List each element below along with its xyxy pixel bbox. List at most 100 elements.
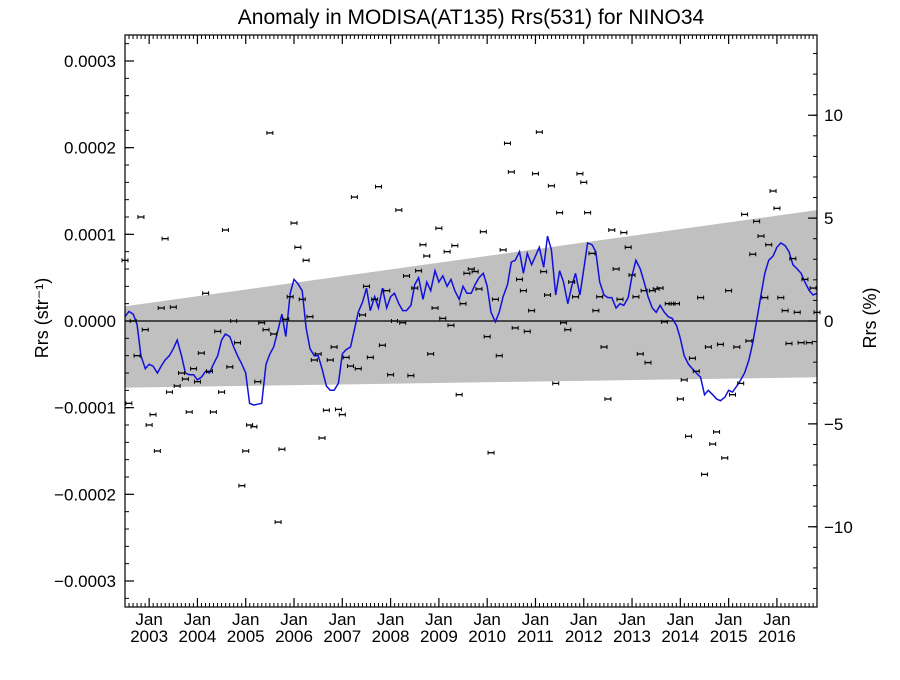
error-bar-point [716, 342, 724, 347]
error-bar-point [741, 212, 749, 217]
error-bar-point [700, 472, 708, 477]
error-bar-point [197, 351, 205, 356]
x-year-label: 2012 [565, 627, 603, 646]
x-year-label: 2011 [517, 627, 554, 646]
error-bar-point [274, 520, 282, 525]
error-bar-point [185, 410, 193, 414]
error-bar-point [785, 341, 793, 346]
error-bar-point [479, 229, 487, 234]
error-bar-point [302, 258, 310, 263]
error-bar-point [572, 294, 580, 299]
error-bar-point [218, 390, 226, 395]
error-bar-point [399, 320, 407, 325]
error-bar-point [286, 294, 294, 299]
x-year-label: 2016 [758, 627, 796, 646]
left-axis-label: Rrs (str⁻¹) [32, 278, 52, 358]
x-month-label: Jan [522, 610, 549, 629]
error-bar-point [254, 379, 262, 384]
right-axis-label: Rrs (%) [860, 288, 880, 349]
error-bar-point [547, 183, 555, 188]
error-bar-point [226, 364, 234, 369]
error-bar-point [354, 366, 362, 371]
error-bar-point [435, 226, 443, 231]
error-bar-point [616, 297, 624, 302]
error-bar-point [157, 306, 165, 310]
uncertainty-band [125, 210, 817, 388]
right-tick-label: −5 [824, 415, 843, 434]
error-bar-point [656, 286, 664, 291]
error-bar-point [439, 316, 447, 321]
error-bar-point [709, 442, 717, 447]
error-bar-point [511, 325, 519, 330]
error-bar-point [455, 392, 463, 397]
x-month-label: Jan [280, 610, 307, 629]
error-bar-point [133, 353, 141, 358]
error-bar-point [443, 249, 451, 254]
error-bar-point [318, 436, 326, 440]
error-bar-point [544, 293, 552, 297]
error-bar-point [588, 251, 596, 256]
error-bar-point [713, 429, 721, 434]
error-bar-point [761, 295, 769, 300]
error-bar-point [805, 340, 813, 345]
error-bar-point [427, 351, 435, 356]
x-year-label: 2003 [130, 627, 168, 646]
error-bar-point [540, 269, 548, 274]
error-bar-point [564, 327, 572, 332]
monthly-anomaly-points [121, 130, 821, 525]
error-bar-point [580, 180, 588, 185]
error-bar-point [660, 319, 668, 324]
error-bar-point [419, 242, 427, 247]
x-month-label: Jan [135, 610, 162, 629]
x-month-label: Jan [667, 610, 694, 629]
error-bar-point [463, 271, 471, 276]
error-bar-point [697, 295, 705, 300]
error-bar-point [624, 245, 632, 250]
error-bar-point [680, 377, 688, 382]
error-bar-point [153, 449, 161, 453]
error-bar-point [310, 358, 318, 362]
error-bar-point [190, 366, 198, 371]
error-bar-point [531, 171, 539, 176]
error-bar-point [282, 317, 290, 322]
error-bar-point [338, 412, 346, 417]
error-bar-point [596, 294, 604, 299]
error-bar-point [395, 208, 403, 213]
left-tick-label: −0.0003 [54, 572, 116, 591]
right-tick-label: 10 [824, 106, 843, 125]
error-bar-point [576, 171, 584, 176]
left-tick-label: −0.0001 [54, 399, 116, 418]
error-bar-point [173, 384, 181, 388]
x-month-label: Jan [232, 610, 259, 629]
error-bar-point [193, 379, 201, 384]
error-bar-point [258, 320, 266, 325]
x-year-label: 2004 [179, 627, 217, 646]
error-bar-point [298, 297, 306, 302]
right-tick-label: −10 [824, 518, 853, 537]
error-bar-point [725, 288, 733, 293]
error-bar-point [781, 308, 789, 313]
error-bar-point [801, 277, 809, 282]
error-bar-point [415, 268, 423, 273]
x-axis: Jan2003Jan2004Jan2005Jan2006Jan2007Jan20… [124, 35, 814, 646]
error-bar-point [423, 254, 431, 258]
left-tick-label: 0.0003 [64, 52, 116, 71]
error-bar-point [487, 450, 495, 455]
error-bar-point [149, 412, 157, 417]
error-bar-point [559, 320, 567, 325]
error-bar-point [141, 327, 149, 332]
x-month-label: Jan [570, 610, 597, 629]
error-bar-point [644, 360, 652, 365]
error-bar-point [366, 355, 374, 360]
error-bar-point [403, 273, 411, 278]
error-bar-point [777, 295, 785, 300]
x-year-label: 2014 [661, 627, 699, 646]
error-bar-point [459, 301, 467, 306]
error-bar-point [383, 288, 391, 293]
error-bar-point [584, 210, 592, 215]
left-tick-label: 0.0001 [64, 225, 116, 244]
left-tick-label: 0.0000 [64, 312, 116, 331]
chart-title: Anomaly in MODISA(AT135) Rrs(531) for NI… [238, 6, 705, 29]
error-bar-point [483, 334, 491, 339]
error-bar-point [214, 329, 222, 334]
